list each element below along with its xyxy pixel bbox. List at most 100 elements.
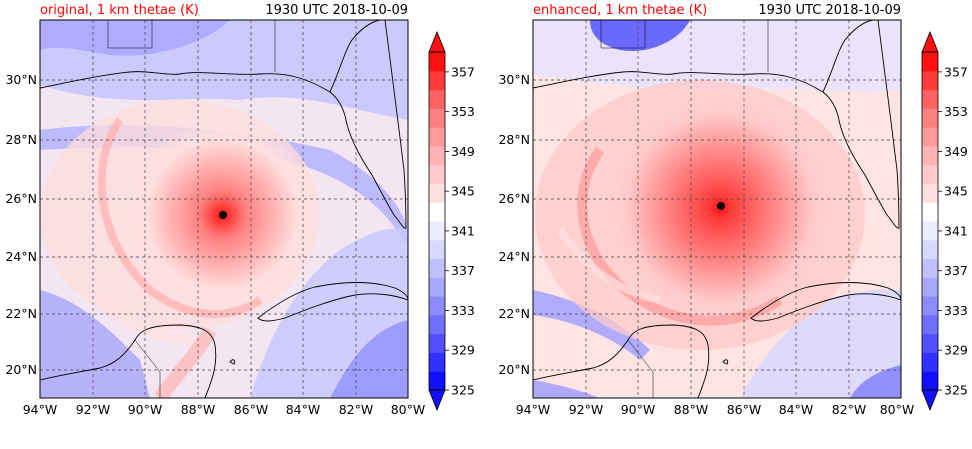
left-colorbar-level — [429, 221, 445, 241]
right-colorbar-tick-label: 345 — [944, 184, 968, 199]
right-lon-tick: 92°W — [569, 402, 604, 417]
right-colorbar-tick-label: 333 — [944, 303, 968, 318]
right-colorbar-tick-label: 353 — [944, 104, 968, 119]
right-panel-time: 1930 UTC 2018-10-09 — [758, 3, 901, 18]
right-lon-tick: 80°W — [880, 402, 915, 417]
left-lat-tick: 24°N — [5, 249, 37, 264]
left-colorbar-level — [429, 277, 445, 297]
right-colorbar-tick-label: 357 — [944, 64, 968, 79]
left-lat-tick-labels: 20°N 22°N 24°N 26°N 28°N 30°N — [5, 72, 37, 377]
left-gridlines — [40, 20, 408, 398]
right-lon-tick: 84°W — [779, 402, 814, 417]
right-colorbar-level — [922, 239, 938, 260]
left-colorbar-min-arrow — [428, 389, 446, 412]
left-colorbar-tick-label: 333 — [451, 303, 475, 318]
right-colorbar-level — [922, 127, 938, 147]
left-colorbar-tick-label: 357 — [451, 64, 475, 79]
right-panel-label: enhanced, 1 km thetae (K) — [533, 3, 707, 18]
right-colorbar-level — [922, 333, 938, 353]
left-colorbar-level — [429, 127, 445, 147]
right-colorbar-level — [922, 277, 938, 297]
right-colorbar: 325 329 333 337 341 345 349 353 357 — [921, 30, 968, 412]
right-map-frame — [532, 19, 902, 399]
right-lat-tick-labels: 20°N 22°N 24°N 26°N 28°N 30°N — [498, 72, 530, 377]
left-colorbar-tick-labels: 325 329 333 337 341 345 349 353 357 — [445, 64, 475, 398]
right-lon-tick: 82°W — [832, 402, 867, 417]
right-colorbar-level — [922, 52, 938, 72]
left-lat-tick: 22°N — [5, 306, 37, 321]
left-colorbar-levels — [429, 52, 445, 391]
left-coastlines — [39, 19, 409, 399]
left-lon-tick: 90°W — [128, 402, 163, 417]
left-colorbar-level — [429, 89, 445, 109]
right-lat-tick: 30°N — [498, 72, 530, 87]
left-lat-tick: 26°N — [5, 191, 37, 206]
left-colorbar-tick-label: 329 — [451, 343, 475, 358]
left-lat-tick: 28°N — [5, 132, 37, 147]
right-colorbar-level — [922, 164, 938, 184]
left-colorbar-tick-label: 345 — [451, 184, 475, 199]
right-lat-tick: 26°N — [498, 191, 530, 206]
right-colorbar-tick-labels: 325 329 333 337 341 345 349 353 357 — [938, 64, 968, 398]
right-panel: enhanced, 1 km thetae (K) 1930 UTC 2018-… — [498, 3, 914, 417]
left-colorbar-level — [429, 239, 445, 260]
right-storm-center-marker — [717, 202, 725, 210]
right-colorbar-level — [922, 108, 938, 128]
left-colorbar-level — [429, 371, 445, 391]
right-colorbar-level — [922, 258, 938, 278]
left-colorbar-level — [429, 314, 445, 335]
left-colorbar-level — [429, 258, 445, 278]
left-lon-tick: 88°W — [181, 402, 216, 417]
left-colorbar-level — [429, 164, 445, 184]
left-panel-time: 1930 UTC 2018-10-09 — [265, 3, 408, 18]
right-colorbar-tick-label: 337 — [944, 263, 968, 278]
right-colorbar-tick-label: 329 — [944, 343, 968, 358]
right-colorbar-level — [922, 145, 938, 166]
right-colorbar-level — [922, 70, 938, 91]
right-lon-tick: 86°W — [727, 402, 762, 417]
left-colorbar-level — [429, 202, 445, 222]
left-lon-tick: 92°W — [76, 402, 111, 417]
left-colorbar-tick-label: 341 — [451, 223, 475, 238]
right-colorbar-tick-label: 325 — [944, 383, 968, 398]
right-lon-tick: 94°W — [516, 402, 551, 417]
left-colorbar-level — [429, 333, 445, 353]
left-colorbar-tick-label: 337 — [451, 263, 475, 278]
left-lat-tick: 30°N — [5, 72, 37, 87]
right-colorbar-min-arrow — [921, 389, 939, 412]
right-lat-tick: 20°N — [498, 362, 530, 377]
left-lon-tick: 82°W — [339, 402, 374, 417]
left-panel: original, 1 km thetae (K) 1930 UTC 2018-… — [5, 3, 425, 417]
left-panel-label: original, 1 km thetae (K) — [40, 3, 199, 18]
left-colorbar-tick-label: 353 — [451, 104, 475, 119]
left-lon-tick: 94°W — [23, 402, 58, 417]
right-lat-tick: 22°N — [498, 306, 530, 321]
left-lon-tick: 80°W — [391, 402, 426, 417]
left-colorbar-level — [429, 70, 445, 91]
left-lon-tick: 86°W — [234, 402, 269, 417]
left-colorbar-level — [429, 183, 445, 203]
right-colorbar-level — [922, 89, 938, 109]
right-colorbar-level — [922, 202, 938, 222]
right-colorbar-level — [922, 296, 938, 316]
left-colorbar-level — [429, 108, 445, 128]
left-lon-tick-labels: 94°W 92°W 90°W 88°W 86°W 84°W 82°W 80°W — [23, 402, 426, 417]
left-colorbar: 325 329 333 337 341 345 349 353 357 — [428, 30, 475, 412]
left-map-frame — [39, 19, 409, 399]
left-colorbar-level — [429, 296, 445, 316]
right-colorbar-level — [922, 352, 938, 372]
left-lat-tick: 20°N — [5, 362, 37, 377]
left-colorbar-tick-label: 325 — [451, 383, 475, 398]
right-colorbar-level — [922, 371, 938, 391]
right-colorbar-max-arrow — [921, 30, 939, 53]
right-lat-tick: 28°N — [498, 132, 530, 147]
left-lon-tick: 84°W — [286, 402, 321, 417]
left-storm-center-marker — [219, 211, 227, 219]
right-lon-tick: 90°W — [621, 402, 656, 417]
left-colorbar-level — [429, 145, 445, 166]
right-colorbar-level — [922, 183, 938, 203]
left-colorbar-tick-label: 349 — [451, 144, 475, 159]
right-lat-tick: 24°N — [498, 249, 530, 264]
right-lon-tick: 88°W — [674, 402, 709, 417]
